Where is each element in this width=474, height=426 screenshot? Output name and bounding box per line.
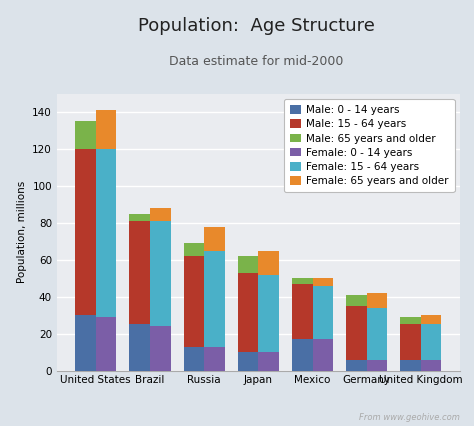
Bar (183, 371, 204, 378)
Bar (183, 347, 204, 371)
Text: Data estimate for mid-2000: Data estimate for mid-2000 (169, 55, 343, 69)
Bar (346, 295, 367, 306)
Bar (367, 308, 387, 360)
Bar (238, 273, 258, 352)
Bar (421, 371, 441, 374)
Bar (204, 371, 225, 378)
Bar (183, 256, 204, 347)
Text: From www.geohive.com: From www.geohive.com (359, 413, 460, 422)
Bar (183, 243, 204, 256)
Bar (129, 221, 150, 325)
Bar (204, 347, 225, 371)
Bar (400, 371, 421, 374)
Bar (258, 371, 279, 377)
Bar (258, 352, 279, 371)
Bar (292, 278, 312, 284)
Bar (238, 256, 258, 273)
Bar (150, 371, 171, 380)
Bar (292, 339, 312, 371)
Bar (204, 250, 225, 347)
Bar (346, 360, 367, 371)
Bar (150, 221, 171, 326)
Bar (96, 317, 117, 371)
Bar (312, 371, 333, 376)
Bar (75, 149, 96, 315)
Bar (367, 360, 387, 371)
Bar (96, 110, 117, 149)
Bar (238, 371, 258, 377)
Bar (312, 339, 333, 371)
Bar (150, 326, 171, 371)
Bar (421, 325, 441, 360)
Bar (400, 317, 421, 325)
Y-axis label: Population, millions: Population, millions (17, 181, 27, 283)
Bar (312, 286, 333, 339)
Bar (346, 306, 367, 360)
Bar (96, 149, 117, 317)
Bar (346, 371, 367, 375)
Bar (258, 275, 279, 352)
Bar (421, 315, 441, 325)
Bar (96, 371, 117, 386)
Bar (258, 250, 279, 275)
Bar (129, 371, 150, 380)
Bar (75, 371, 96, 386)
Bar (150, 208, 171, 221)
Bar (292, 284, 312, 339)
Bar (75, 315, 96, 371)
Bar (204, 227, 225, 250)
Bar (292, 371, 312, 376)
Bar (367, 293, 387, 308)
Text: Population:  Age Structure: Population: Age Structure (137, 17, 374, 35)
Bar (129, 325, 150, 371)
Bar (400, 360, 421, 371)
Bar (421, 360, 441, 371)
Bar (75, 121, 96, 149)
Bar (238, 352, 258, 371)
Bar (312, 278, 333, 286)
Bar (400, 325, 421, 360)
Bar (129, 214, 150, 221)
Bar (367, 371, 387, 375)
Legend: Male: 0 - 14 years, Male: 15 - 64 years, Male: 65 years and older, Female: 0 - 1: Male: 0 - 14 years, Male: 15 - 64 years,… (284, 99, 455, 192)
